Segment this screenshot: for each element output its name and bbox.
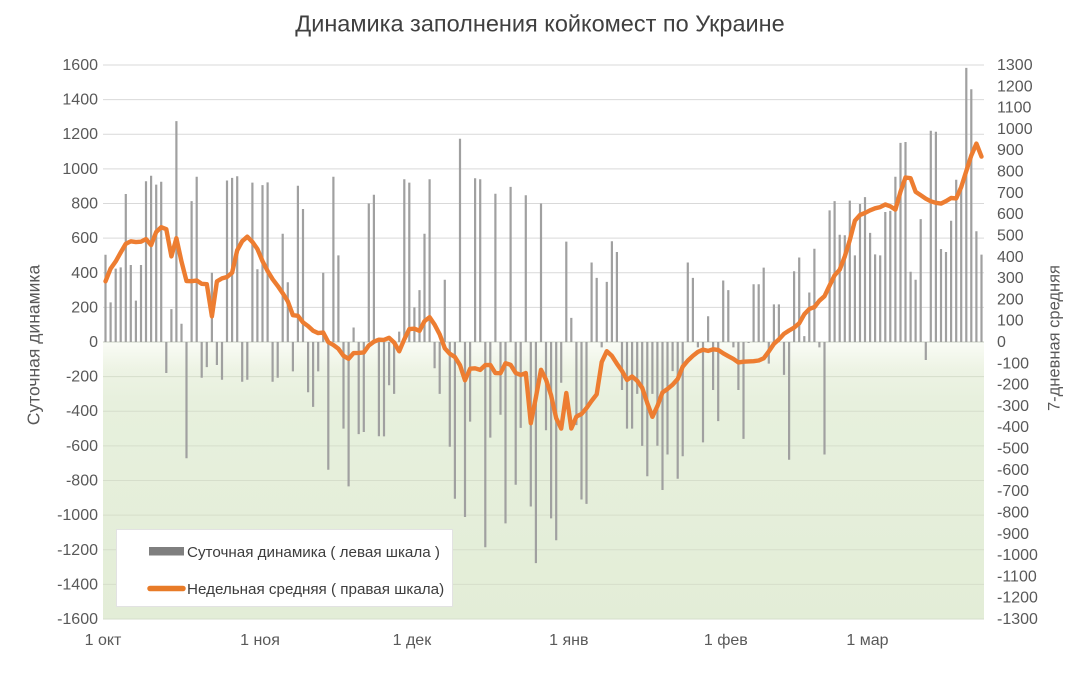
svg-text:-300: -300 xyxy=(997,398,1029,415)
svg-text:100: 100 xyxy=(997,313,1024,330)
svg-text:600: 600 xyxy=(71,230,98,247)
svg-text:1 мар: 1 мар xyxy=(846,632,888,649)
svg-text:1 фев: 1 фев xyxy=(704,632,748,649)
svg-text:Суточная динамика ( левая шкал: Суточная динамика ( левая шкала ) xyxy=(187,544,440,561)
svg-text:600: 600 xyxy=(997,206,1024,223)
svg-text:-200: -200 xyxy=(66,369,98,386)
svg-text:300: 300 xyxy=(997,270,1024,287)
svg-text:Недельная средняя ( правая шка: Недельная средняя ( правая шкала) xyxy=(187,581,444,598)
svg-text:1100: 1100 xyxy=(997,100,1032,117)
svg-text:800: 800 xyxy=(997,164,1024,181)
svg-text:-400: -400 xyxy=(997,419,1029,436)
svg-text:-1200: -1200 xyxy=(57,542,98,559)
svg-text:-800: -800 xyxy=(66,473,98,490)
svg-text:Суточная динамика: Суточная динамика xyxy=(24,265,44,426)
svg-text:-800: -800 xyxy=(997,505,1029,522)
svg-text:-1100: -1100 xyxy=(997,568,1037,585)
svg-text:-1300: -1300 xyxy=(997,611,1038,628)
svg-text:-1000: -1000 xyxy=(997,547,1038,564)
svg-text:-1600: -1600 xyxy=(57,611,98,628)
svg-text:1 янв: 1 янв xyxy=(549,632,588,649)
svg-text:-1400: -1400 xyxy=(57,576,98,593)
svg-text:-400: -400 xyxy=(66,403,98,420)
svg-text:500: 500 xyxy=(997,228,1024,245)
svg-text:1400: 1400 xyxy=(62,92,98,109)
svg-text:400: 400 xyxy=(71,265,98,282)
svg-text:0: 0 xyxy=(89,334,98,351)
svg-text:-600: -600 xyxy=(66,438,98,455)
svg-text:-100: -100 xyxy=(997,355,1029,372)
svg-text:900: 900 xyxy=(997,142,1024,159)
svg-text:-900: -900 xyxy=(997,526,1029,543)
svg-text:1 ноя: 1 ноя xyxy=(240,632,280,649)
svg-text:1200: 1200 xyxy=(997,78,1033,95)
svg-text:0: 0 xyxy=(997,334,1006,351)
svg-text:1200: 1200 xyxy=(62,126,98,143)
svg-text:-1200: -1200 xyxy=(997,590,1038,607)
svg-text:-1000: -1000 xyxy=(57,507,98,524)
svg-text:1000: 1000 xyxy=(62,161,98,178)
svg-text:-700: -700 xyxy=(997,483,1029,500)
svg-text:200: 200 xyxy=(997,291,1024,308)
svg-text:1600: 1600 xyxy=(62,57,98,74)
svg-text:Динамика заполнения койкомест: Динамика заполнения койкомест по Украине xyxy=(295,11,784,37)
svg-text:1000: 1000 xyxy=(997,121,1033,138)
svg-text:-200: -200 xyxy=(997,377,1029,394)
svg-text:1 дек: 1 дек xyxy=(393,632,433,649)
svg-text:-600: -600 xyxy=(997,462,1029,479)
svg-text:400: 400 xyxy=(997,249,1024,266)
svg-text:700: 700 xyxy=(997,185,1024,202)
svg-text:1300: 1300 xyxy=(997,57,1033,74)
svg-text:7-дневная средняя: 7-дневная средняя xyxy=(1046,265,1064,411)
svg-text:-500: -500 xyxy=(997,441,1029,458)
svg-text:800: 800 xyxy=(71,196,98,213)
svg-text:1 окт: 1 окт xyxy=(85,632,122,649)
svg-text:200: 200 xyxy=(71,299,98,316)
